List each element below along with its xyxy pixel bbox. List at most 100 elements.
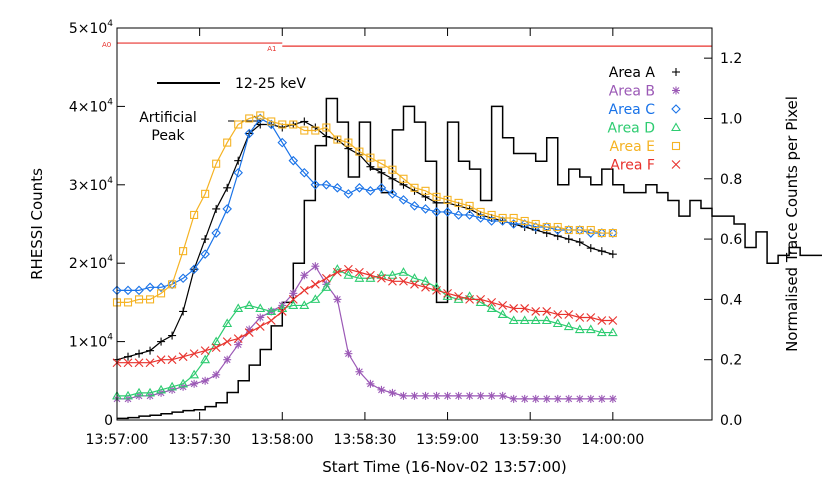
data-point-area-e: [157, 289, 166, 298]
x-axis-label: Start Time (16-Nov-02 13:57:00): [322, 458, 567, 476]
data-point-area-e: [487, 210, 496, 220]
data-point-area-d: [178, 378, 189, 388]
data-point-area-d: [222, 318, 233, 328]
data-point-area-b: [355, 367, 364, 376]
y-right-tick-label: 1.2: [720, 51, 742, 67]
data-point-area-b: [597, 394, 606, 403]
data-point-area-f: [553, 310, 563, 319]
data-point-area-d: [563, 321, 574, 331]
data-point-area-d: [552, 318, 563, 328]
data-point-area-c: [442, 207, 453, 217]
data-point-area-f: [487, 298, 497, 307]
data-point-area-e: [575, 225, 584, 235]
data-point-area-c: [266, 119, 277, 130]
series-line-area-b: [117, 265, 613, 400]
y-right-tick-label: 0.8: [720, 172, 742, 188]
data-point-area-e: [465, 201, 474, 210]
data-point-area-f: [200, 346, 210, 356]
series-line-area-c: [117, 117, 613, 291]
data-point-area-f: [321, 273, 331, 283]
data-point-area-b: [223, 355, 232, 364]
data-point-area-b: [476, 391, 485, 400]
data-point-area-b: [300, 271, 309, 280]
data-point-area-b: [509, 394, 518, 403]
data-point-area-c: [134, 285, 144, 296]
plot-frame: [116, 27, 713, 421]
data-point-area-a: [223, 183, 232, 192]
data-point-area-f: [310, 279, 320, 289]
data-point-area-d: [574, 324, 585, 334]
data-point-area-d: [530, 315, 541, 325]
data-point-area-f: [134, 358, 144, 368]
legend-rhessi-label: 12-25 keV: [235, 76, 306, 92]
data-point-area-f: [332, 267, 342, 277]
data-point-area-f: [288, 294, 298, 304]
data-point-area-f: [156, 355, 166, 365]
data-point-area-a: [146, 346, 155, 355]
data-point-area-b: [487, 391, 496, 400]
legend-label-area-e: Area E: [609, 139, 655, 155]
data-point-area-b: [498, 391, 507, 400]
y-right-tick-label: 0.0: [720, 413, 742, 429]
data-point-area-e: [509, 213, 518, 223]
data-point-area-c: [288, 155, 299, 166]
y-right-tick-label: 0.2: [720, 353, 742, 369]
data-point-area-f: [355, 267, 364, 277]
data-point-area-e: [179, 247, 188, 256]
data-point-area-b: [553, 394, 562, 403]
data-point-area-b: [586, 394, 595, 403]
y-right-tick-label: 0.6: [720, 232, 742, 248]
data-point-area-e: [608, 228, 617, 238]
data-point-area-e: [476, 207, 485, 216]
legend-marker-area-a: [672, 68, 680, 76]
data-point-area-c: [277, 137, 288, 148]
data-point-area-c: [475, 213, 486, 223]
data-point-area-b: [542, 394, 551, 403]
data-point-area-c: [200, 249, 210, 259]
data-point-area-e: [300, 126, 309, 135]
data-point-area-d: [299, 300, 310, 309]
legend-marker-area-c: [671, 104, 681, 114]
data-point-area-f: [399, 276, 408, 286]
data-point-area-d: [387, 270, 398, 279]
data-point-area-c: [365, 186, 376, 196]
data-point-area-f: [465, 294, 474, 304]
data-point-area-c: [519, 219, 530, 229]
data-point-area-e: [190, 210, 199, 220]
data-point-area-e: [146, 295, 155, 304]
series-area-e: [112, 111, 617, 307]
data-point-area-c: [343, 189, 354, 199]
x-tick-label: 14:00:00: [581, 432, 644, 448]
data-point-area-d: [409, 273, 420, 282]
data-point-area-b: [465, 391, 474, 400]
data-point-area-e: [553, 222, 562, 232]
data-point-area-a: [586, 244, 595, 253]
data-point-area-d: [398, 267, 409, 276]
data-point-area-b: [289, 289, 298, 298]
data-point-area-e: [201, 189, 210, 198]
data-point-area-b: [531, 394, 540, 403]
data-point-area-c: [332, 183, 343, 193]
data-point-area-f: [266, 316, 276, 325]
data-point-area-c: [123, 285, 133, 296]
data-point-area-a: [234, 156, 243, 165]
data-point-area-e: [443, 195, 452, 204]
axes-layer: 13:57:00 13:57:30 13:58:00 13:58:30 13:59:00…: [28, 19, 801, 476]
data-point-area-f: [244, 328, 254, 337]
data-point-area-d: [156, 384, 167, 394]
data-point-area-f: [531, 307, 541, 316]
data-point-area-b: [377, 385, 386, 394]
series-area-f: [112, 264, 618, 368]
data-point-area-e: [223, 138, 232, 147]
annotation-text-line1: Artificial: [139, 110, 197, 126]
data-point-area-f: [608, 316, 618, 325]
data-point-area-e: [542, 222, 551, 232]
data-point-area-c: [431, 207, 442, 217]
data-point-area-d: [607, 327, 618, 337]
data-point-area-c: [453, 210, 464, 220]
data-point-area-d: [233, 303, 244, 312]
data-point-area-b: [608, 394, 617, 403]
data-point-area-b: [443, 391, 452, 400]
data-point-area-e: [498, 213, 507, 223]
x-tick-label: 13:59:00: [416, 432, 479, 448]
